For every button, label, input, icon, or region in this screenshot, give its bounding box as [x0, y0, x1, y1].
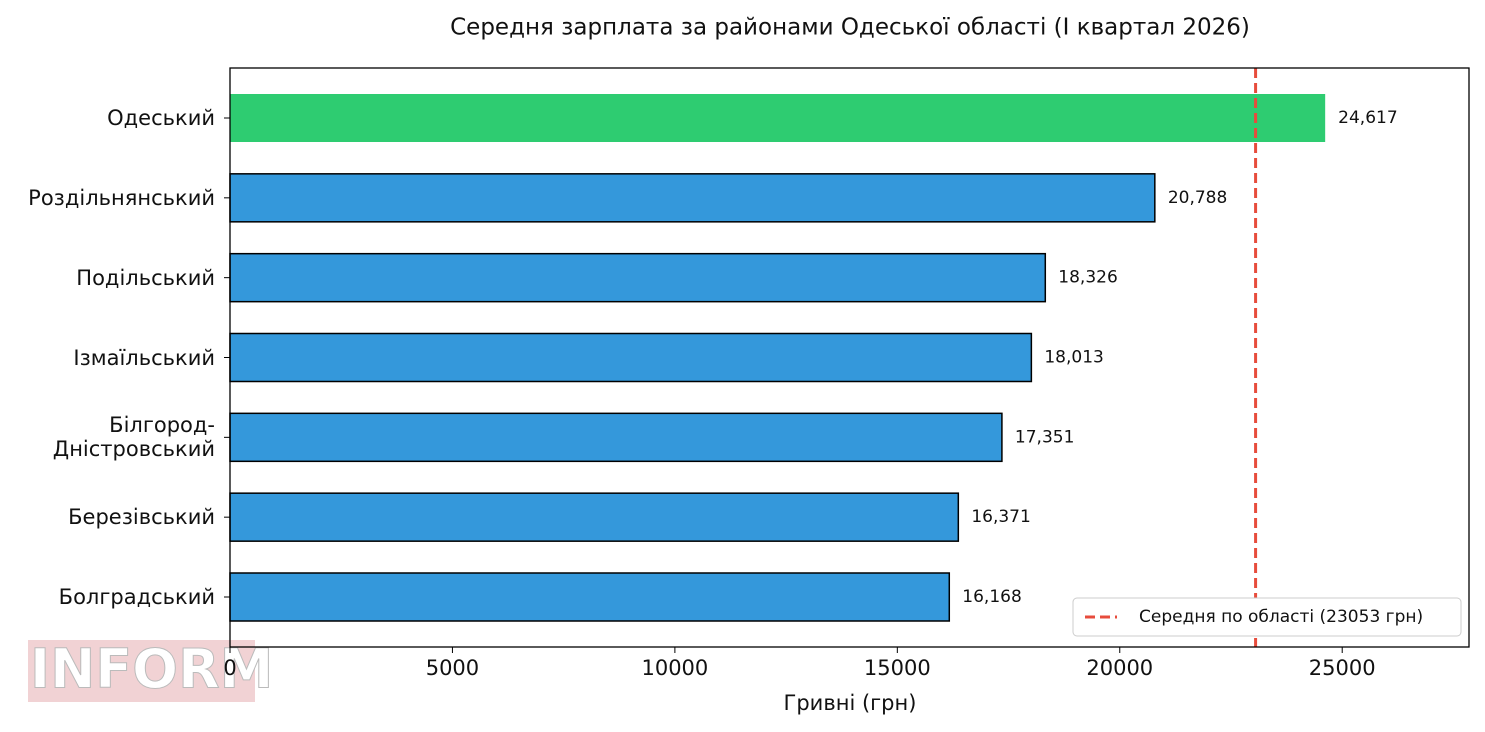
x-tick-label: 25000	[1309, 656, 1376, 680]
watermark-bg	[28, 640, 255, 702]
bar	[229, 173, 1156, 223]
bar	[229, 252, 1047, 303]
y-tick-label: Березівський	[68, 505, 215, 530]
x-tick-label: 0	[223, 656, 236, 680]
y-tick-label: Болградський	[58, 585, 215, 609]
legend-box	[1072, 597, 1462, 637]
watermark: INFORM	[30, 638, 273, 701]
y-tick-label: Роздільнянський	[28, 185, 215, 210]
x-axis-label: Гривні (грн)	[784, 691, 917, 715]
legend-label: Середня по області (23053 грн)	[1139, 607, 1423, 627]
y-tick-label: Одеський	[107, 106, 215, 130]
axes-frame	[229, 67, 1470, 648]
bar	[229, 412, 1003, 463]
x-tick-label: 10000	[641, 656, 708, 680]
value-label: 18,326	[1058, 268, 1117, 288]
bar	[229, 572, 951, 622]
y-tick-label: Білгород- Дністровський	[52, 413, 215, 462]
bar	[229, 492, 960, 542]
bar	[230, 94, 1326, 142]
value-label: 17,351	[1015, 427, 1074, 447]
bar	[229, 332, 1033, 383]
value-label: 16,168	[962, 587, 1021, 607]
y-tick-label: Ізмаїльський	[73, 345, 215, 370]
x-tick-label: 20000	[1086, 656, 1153, 680]
chart-title: Середня зарплата за районами Одеської об…	[450, 15, 1250, 41]
x-tick-label: 15000	[864, 656, 931, 680]
value-label: 20,788	[1168, 188, 1227, 208]
value-label: 16,371	[971, 507, 1030, 527]
value-label: 24,617	[1338, 108, 1397, 128]
value-label: 18,013	[1044, 348, 1103, 368]
y-tick-label: Подільський	[76, 265, 215, 290]
x-tick-label: 5000	[426, 656, 479, 680]
